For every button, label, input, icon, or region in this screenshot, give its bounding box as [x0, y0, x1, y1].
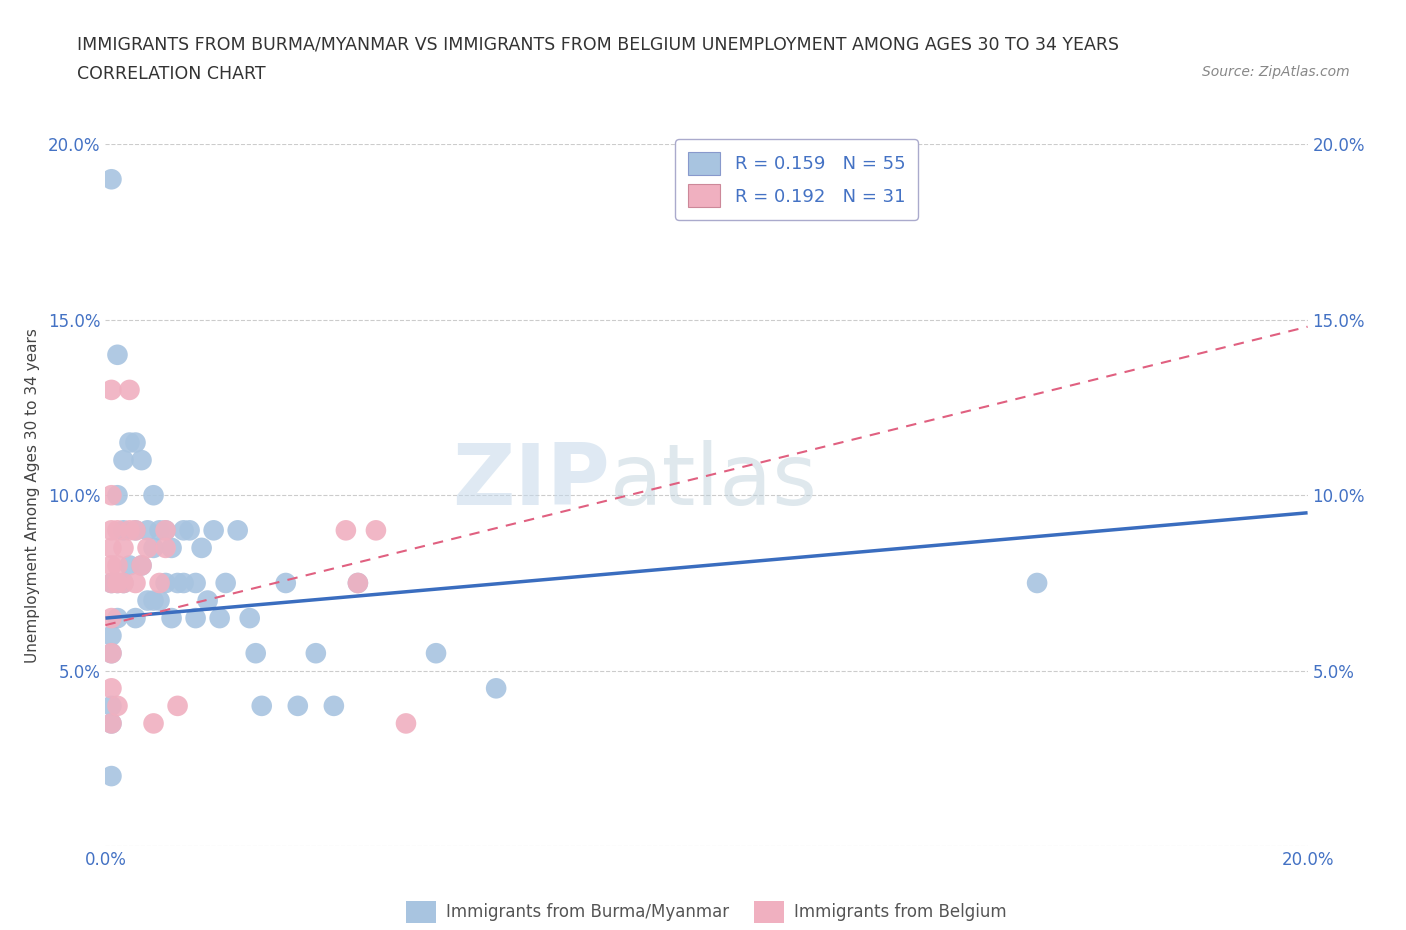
- Point: [239, 611, 262, 626]
- Point: [155, 576, 177, 591]
- Point: [100, 172, 122, 187]
- Point: [173, 523, 195, 538]
- Point: [107, 488, 129, 503]
- Point: [107, 576, 129, 591]
- Point: [100, 576, 122, 591]
- Point: [335, 523, 357, 538]
- Point: [112, 523, 135, 538]
- Point: [124, 435, 146, 450]
- Text: ZIP: ZIP: [453, 440, 610, 523]
- Point: [100, 716, 122, 731]
- Point: [160, 540, 183, 555]
- Point: [425, 645, 447, 660]
- Point: [131, 558, 153, 573]
- Point: [142, 593, 165, 608]
- Point: [100, 629, 122, 644]
- Point: [112, 576, 135, 591]
- Point: [112, 576, 135, 591]
- Point: [100, 768, 122, 783]
- Point: [118, 382, 141, 397]
- Y-axis label: Unemployment Among Ages 30 to 34 years: Unemployment Among Ages 30 to 34 years: [25, 327, 39, 663]
- Point: [100, 576, 122, 591]
- Point: [100, 698, 122, 713]
- Text: Source: ZipAtlas.com: Source: ZipAtlas.com: [1202, 65, 1350, 79]
- Point: [485, 681, 508, 696]
- Point: [131, 453, 153, 468]
- Point: [142, 488, 165, 503]
- Point: [322, 698, 344, 713]
- Point: [155, 523, 177, 538]
- Point: [214, 576, 236, 591]
- Point: [166, 576, 188, 591]
- Point: [124, 611, 146, 626]
- Point: [173, 576, 195, 591]
- Point: [100, 645, 122, 660]
- Point: [160, 611, 183, 626]
- Point: [107, 698, 129, 713]
- Point: [1026, 576, 1049, 591]
- Point: [112, 540, 135, 555]
- Point: [107, 523, 129, 538]
- Point: [190, 540, 212, 555]
- Point: [179, 523, 201, 538]
- Point: [100, 523, 122, 538]
- Point: [100, 681, 122, 696]
- Point: [155, 523, 177, 538]
- Point: [118, 523, 141, 538]
- Point: [142, 716, 165, 731]
- Point: [107, 611, 129, 626]
- Point: [100, 382, 122, 397]
- Point: [107, 348, 129, 363]
- Point: [124, 523, 146, 538]
- Point: [118, 435, 141, 450]
- Point: [245, 645, 267, 660]
- Point: [100, 558, 122, 573]
- Point: [184, 611, 207, 626]
- Point: [208, 611, 231, 626]
- Point: [107, 558, 129, 573]
- Text: atlas: atlas: [610, 440, 818, 523]
- Point: [148, 576, 170, 591]
- Point: [305, 645, 328, 660]
- Point: [274, 576, 297, 591]
- Point: [202, 523, 225, 538]
- Point: [136, 540, 159, 555]
- Legend: Immigrants from Burma/Myanmar, Immigrants from Belgium: Immigrants from Burma/Myanmar, Immigrant…: [399, 895, 1014, 929]
- Text: CORRELATION CHART: CORRELATION CHART: [77, 65, 266, 83]
- Point: [226, 523, 249, 538]
- Point: [148, 523, 170, 538]
- Point: [136, 593, 159, 608]
- Point: [250, 698, 273, 713]
- Point: [118, 558, 141, 573]
- Point: [347, 576, 370, 591]
- Point: [347, 576, 370, 591]
- Point: [287, 698, 309, 713]
- Point: [136, 523, 159, 538]
- Point: [100, 488, 122, 503]
- Point: [155, 540, 177, 555]
- Point: [395, 716, 418, 731]
- Point: [124, 523, 146, 538]
- Point: [107, 576, 129, 591]
- Point: [148, 593, 170, 608]
- Point: [100, 540, 122, 555]
- Point: [112, 453, 135, 468]
- Point: [100, 645, 122, 660]
- Point: [166, 698, 188, 713]
- Text: IMMIGRANTS FROM BURMA/MYANMAR VS IMMIGRANTS FROM BELGIUM UNEMPLOYMENT AMONG AGES: IMMIGRANTS FROM BURMA/MYANMAR VS IMMIGRA…: [77, 35, 1119, 53]
- Point: [184, 576, 207, 591]
- Point: [197, 593, 219, 608]
- Point: [142, 540, 165, 555]
- Point: [131, 558, 153, 573]
- Point: [100, 611, 122, 626]
- Point: [364, 523, 387, 538]
- Point: [124, 576, 146, 591]
- Point: [100, 716, 122, 731]
